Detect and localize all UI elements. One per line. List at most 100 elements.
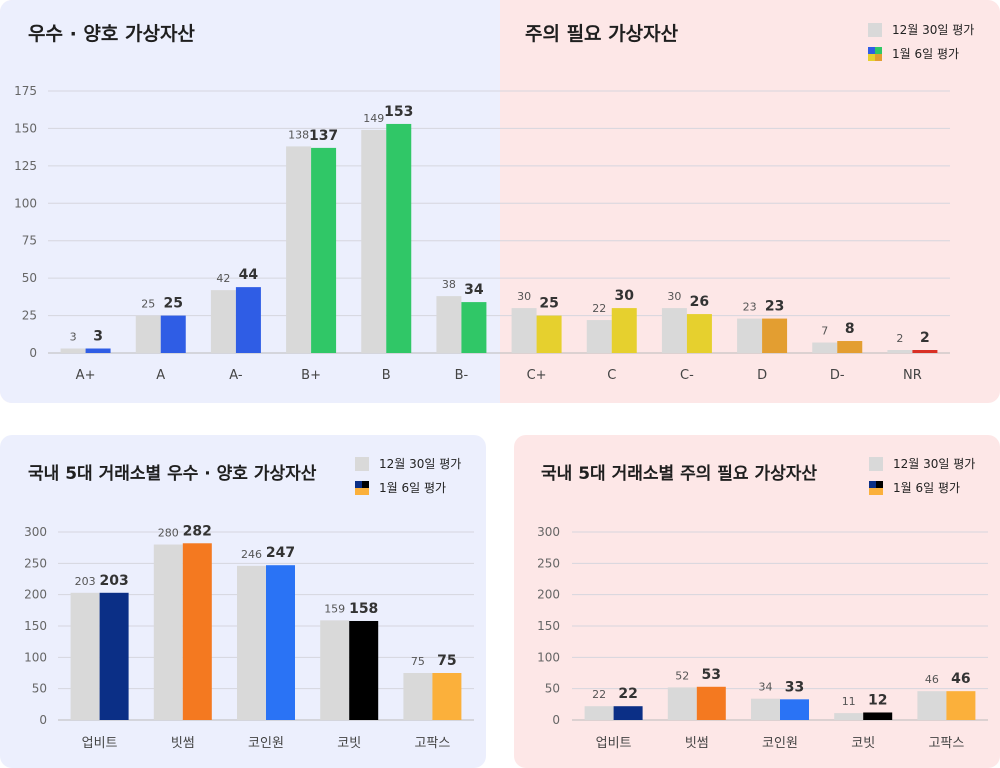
legend-swatch-current-q3 [869, 488, 876, 495]
data-label-current-빗썸: 53 [702, 667, 721, 683]
bar-previous-업비트 [584, 706, 614, 720]
data-label-current-nr: 2 [920, 330, 930, 346]
chart-title-good: 우수 · 양호 가상자산 [28, 23, 195, 45]
y-tick-label-175: 175 [14, 84, 37, 98]
x-tick-label-빗썸: 빗썸 [685, 736, 709, 751]
x-tick-label-a-: A- [229, 368, 243, 383]
bar-current-코인원 [266, 565, 295, 720]
legend-swatch-current-q1 [355, 481, 362, 488]
data-label-previous-b: 149 [363, 112, 384, 125]
exchange-good-chart-panel: 국내 5대 거래소별 우수 · 양호 가상자산 12월 30일 평가 1월 6일 평… [0, 435, 486, 768]
bar-previous-c [586, 320, 612, 353]
y-tick-label-25: 25 [22, 309, 37, 323]
x-tick-label-고팍스: 고팍스 [414, 736, 450, 751]
bar-previous-nr [887, 350, 913, 353]
bar-current-고팍스 [432, 673, 462, 720]
top-chart-panel: 우수 · 양호 가상자산 주의 필요 가상자산 12월 30일 평가 1월 6일 평가… [0, 0, 1000, 403]
bar-current-업비트 [613, 706, 643, 720]
data-label-current-코인원: 247 [266, 545, 295, 561]
bar-previous-b [361, 129, 387, 353]
bar-current-a-plus [85, 348, 111, 353]
exchange-warn-bar-chart: 국내 5대 거래소별 주의 필요 가상자산 12월 30일 평가 1월 6일 평가 0… [537, 457, 988, 751]
x-tick-label-코인원: 코인원 [762, 736, 798, 751]
bar-current-빗썸 [696, 686, 726, 720]
data-label-current-a: 25 [164, 296, 183, 312]
bar-current-nr [912, 350, 938, 353]
y-tick-label-200: 200 [537, 588, 560, 602]
data-label-previous-빗썸: 280 [158, 527, 179, 540]
legend-swatch-current-q2 [362, 481, 369, 488]
y-tick-label-125: 125 [14, 159, 37, 173]
bar-current-b-plus [311, 147, 337, 353]
data-label-current-c-plus: 25 [539, 296, 558, 312]
data-label-current-c: 30 [615, 288, 635, 304]
bar-previous-코인원 [237, 565, 266, 720]
y-tick-label-150: 150 [24, 619, 47, 633]
data-label-previous-a-: 42 [216, 272, 230, 285]
data-label-previous-b-plus: 138 [288, 128, 309, 141]
x-tick-label-nr: NR [903, 368, 922, 383]
x-tick-label-d-: D- [830, 368, 845, 383]
y-tick-label-0: 0 [29, 346, 37, 360]
data-label-current-b-plus: 137 [309, 128, 338, 144]
bar-previous-코빗 [834, 713, 864, 720]
bar-current-코인원 [780, 699, 809, 720]
y-tick-label-100: 100 [537, 650, 560, 664]
data-label-current-c-: 26 [690, 294, 709, 310]
x-tick-label-c: C [607, 368, 616, 383]
bar-current-a- [235, 287, 261, 353]
legend-label-previous: 12월 30일 평가 [893, 457, 975, 471]
bar-current-b [386, 123, 412, 354]
bar-previous-d- [812, 342, 838, 353]
rating-bar-chart: 우수 · 양호 가상자산 주의 필요 가상자산 12월 30일 평가 1월 6일 평가… [14, 23, 974, 383]
y-tick-label-300: 300 [24, 525, 47, 539]
x-tick-label-코인원: 코인원 [248, 736, 284, 751]
x-tick-label-코빗: 코빗 [851, 736, 875, 751]
y-tick-label-300: 300 [537, 525, 560, 539]
data-label-previous-a: 25 [141, 298, 155, 311]
legend-label-previous: 12월 30일 평가 [892, 23, 974, 37]
exchange-warn-chart-panel: 국내 5대 거래소별 주의 필요 가상자산 12월 30일 평가 1월 6일 평가 0… [514, 435, 1000, 768]
bar-current-d [762, 318, 788, 353]
x-tick-label-업비트: 업비트 [82, 736, 118, 751]
bar-previous-a [135, 315, 161, 353]
bar-previous-업비트 [70, 592, 100, 720]
data-label-previous-코빗: 159 [324, 602, 345, 615]
legend-swatch-previous [355, 457, 369, 471]
bar-current-빗썸 [182, 543, 212, 720]
bar-previous-코빗 [320, 620, 350, 720]
bar-previous-d [737, 318, 763, 353]
data-label-current-b: 153 [384, 104, 413, 120]
data-label-previous-a-plus: 3 [70, 331, 77, 344]
y-tick-label-50: 50 [545, 682, 560, 696]
legend-swatch-current-q4 [362, 488, 369, 495]
y-tick-label-50: 50 [32, 682, 47, 696]
x-tick-label-c-: C- [680, 368, 694, 383]
y-tick-label-250: 250 [537, 556, 560, 570]
chart-title: 국내 5대 거래소별 우수 · 양호 가상자산 [28, 464, 317, 484]
bar-previous-b-plus [286, 146, 312, 353]
bar-previous-고팍스 [403, 673, 433, 720]
bar-current-d- [837, 341, 863, 353]
x-tick-label-고팍스: 고팍스 [928, 736, 964, 751]
x-tick-label-a-plus: A+ [76, 368, 96, 383]
legend-label-current: 1월 6일 평가 [892, 47, 959, 61]
x-tick-label-업비트: 업비트 [596, 736, 632, 751]
legend-swatch-previous [868, 23, 882, 37]
data-label-current-고팍스: 75 [437, 653, 456, 669]
y-tick-label-100: 100 [24, 650, 47, 664]
bar-previous-c- [661, 308, 687, 353]
data-label-previous-코빗: 11 [842, 695, 856, 708]
bar-previous-a- [210, 290, 236, 353]
legend-label-current: 1월 6일 평가 [379, 481, 446, 495]
data-label-current-고팍스: 46 [951, 671, 970, 687]
exchange-good-bar-chart: 국내 5대 거래소별 우수 · 양호 가상자산 12월 30일 평가 1월 6일 평… [24, 457, 474, 751]
data-label-previous-업비트: 22 [592, 688, 606, 701]
data-label-current-코빗: 158 [349, 601, 378, 617]
data-label-previous-고팍스: 75 [411, 655, 425, 668]
bar-current-c- [686, 314, 712, 353]
y-tick-label-200: 200 [24, 588, 47, 602]
legend-label-current: 1월 6일 평가 [893, 481, 960, 495]
y-tick-label-50: 50 [22, 271, 37, 285]
bar-previous-b- [436, 296, 462, 353]
